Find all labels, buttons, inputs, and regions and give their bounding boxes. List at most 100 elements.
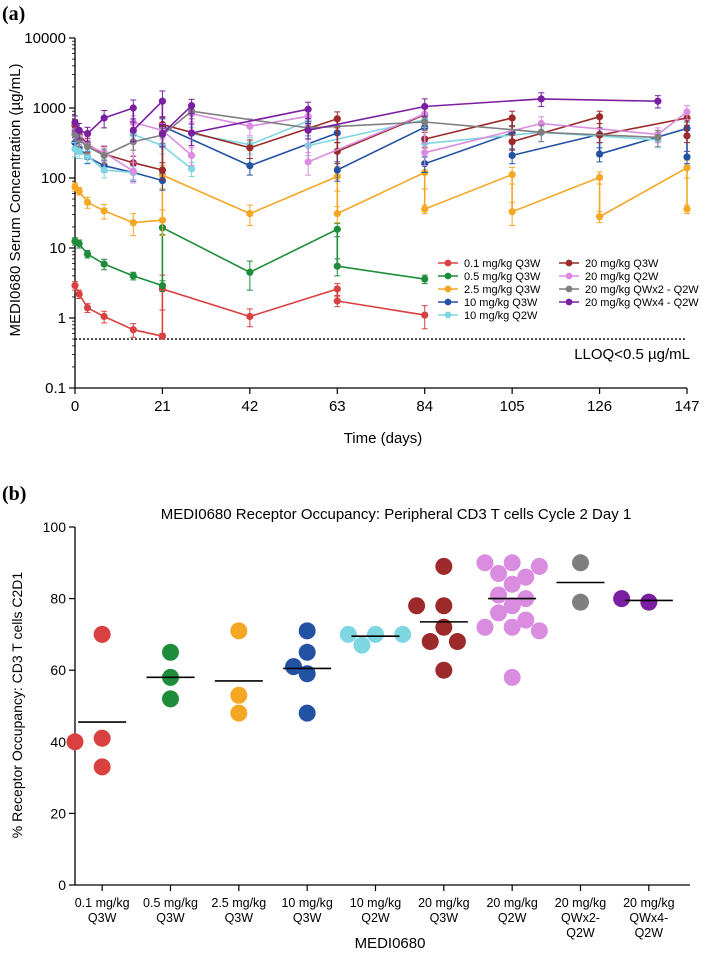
y-tick-label: 100 [43,519,67,535]
legend-marker [444,298,452,306]
x-tick-label: 126 [587,398,612,415]
data-point [100,312,108,321]
data-point [129,272,137,280]
y-tick-label: 10 [49,240,66,257]
x-tick-label: Q3W [88,911,117,925]
data-point [654,133,662,142]
data-point [75,136,83,144]
data-point [333,115,341,123]
receptor-occupancy-point [435,661,453,679]
panel-b-y-axis-label: % Receptor Occupancy: CD3 T cells C2D1 [9,572,25,839]
x-tick-label: 21 [154,398,171,415]
data-point [508,114,516,122]
receptor-occupancy-point [367,625,384,643]
data-point [421,275,429,283]
x-tick-label: Q3W [225,911,254,925]
data-point [595,213,604,221]
receptor-occupancy-point [285,658,303,676]
x-tick-label: 0 [71,398,79,415]
data-point [537,95,545,103]
receptor-occupancy-point [339,625,357,643]
legend-marker [444,272,452,280]
group-1 [146,643,195,708]
data-point [158,216,167,224]
data-point [333,166,341,174]
panel-b-label: (b) [2,483,26,505]
group-2 [214,622,263,722]
legend-marker [444,311,452,319]
legend-label: 0.5 mg/kg Q3W [464,271,541,283]
data-point [100,166,108,174]
y-tick-label: 0.1 [45,380,66,397]
data-point [158,130,167,138]
receptor-occupancy-point [394,625,412,643]
data-point [187,129,196,137]
data-point [246,122,254,130]
receptor-occupancy-point [490,586,508,604]
group-5 [408,557,468,679]
data-point [158,97,167,105]
legend-marker [444,259,452,267]
data-point [100,207,108,215]
data-point [333,297,341,305]
receptor-occupancy-point [572,593,589,611]
data-point [71,282,79,290]
receptor-occupancy-point [93,758,111,776]
panel-a-y-axis-label: MEDI0680 Serum Concentration (µg/mL) [7,64,24,337]
receptor-occupancy-point [517,611,535,629]
receptor-occupancy-point [490,565,508,583]
panel-b-title: MEDI0680 Receptor Occupancy: Peripheral … [161,506,632,523]
x-tick-label: 20 mg/kg [418,896,469,910]
data-point [304,158,312,166]
data-point [333,225,341,233]
data-point [75,147,83,155]
data-point [129,326,137,334]
group-4 [339,625,412,654]
data-point [75,187,83,195]
receptor-occupancy-point [230,704,248,722]
data-point [683,108,691,116]
data-point [421,149,429,157]
data-point [508,138,516,146]
panel-b-dot-plot: (b) MEDI0680 Receptor Occupancy: Periphe… [2,483,690,952]
x-tick-label: Q2W [361,911,390,925]
series-line [74,113,688,172]
y-tick-label: 60 [50,662,66,678]
data-point [537,128,545,136]
x-tick-label: Q2W [635,926,664,940]
data-point [683,205,691,213]
data-point [683,164,691,172]
data-point [75,290,83,298]
data-point [595,150,604,158]
receptor-occupancy-point [530,622,548,640]
data-point [83,143,92,151]
legend-label: 10 mg/kg Q2W [464,310,538,322]
data-point [246,162,254,170]
data-point [129,219,137,227]
data-point [421,311,429,319]
series-0-5-mg-kg-q3w [71,221,429,292]
data-point [129,126,137,134]
data-point [83,250,92,258]
data-point [508,170,516,179]
receptor-occupancy-point [530,557,548,575]
data-point [246,210,254,218]
data-point [83,130,92,138]
receptor-occupancy-point [613,590,631,608]
panel-a-line-chart: (a) 0.1 1 10 100 1000 10000 0 21 42 63 84 105 126 147… [2,3,700,447]
receptor-occupancy-point [298,643,316,661]
receptor-occupancy-point [162,643,179,661]
y-tick-label: 1 [58,310,66,327]
series-line [74,111,688,173]
panel-a-axes: 0.1 1 10 100 1000 10000 0 21 42 63 84 105 126 147 [24,30,699,415]
panel-b-x-axis-label: MEDI0680 [355,935,426,952]
receptor-occupancy-point [230,686,248,704]
legend-marker [565,259,573,267]
receptor-occupancy-point [298,622,316,640]
legend-marker [565,272,573,280]
x-tick-label: 0.5 mg/kg [143,896,198,910]
x-tick-label: 105 [500,398,525,415]
x-tick-label: Q3W [430,911,459,925]
